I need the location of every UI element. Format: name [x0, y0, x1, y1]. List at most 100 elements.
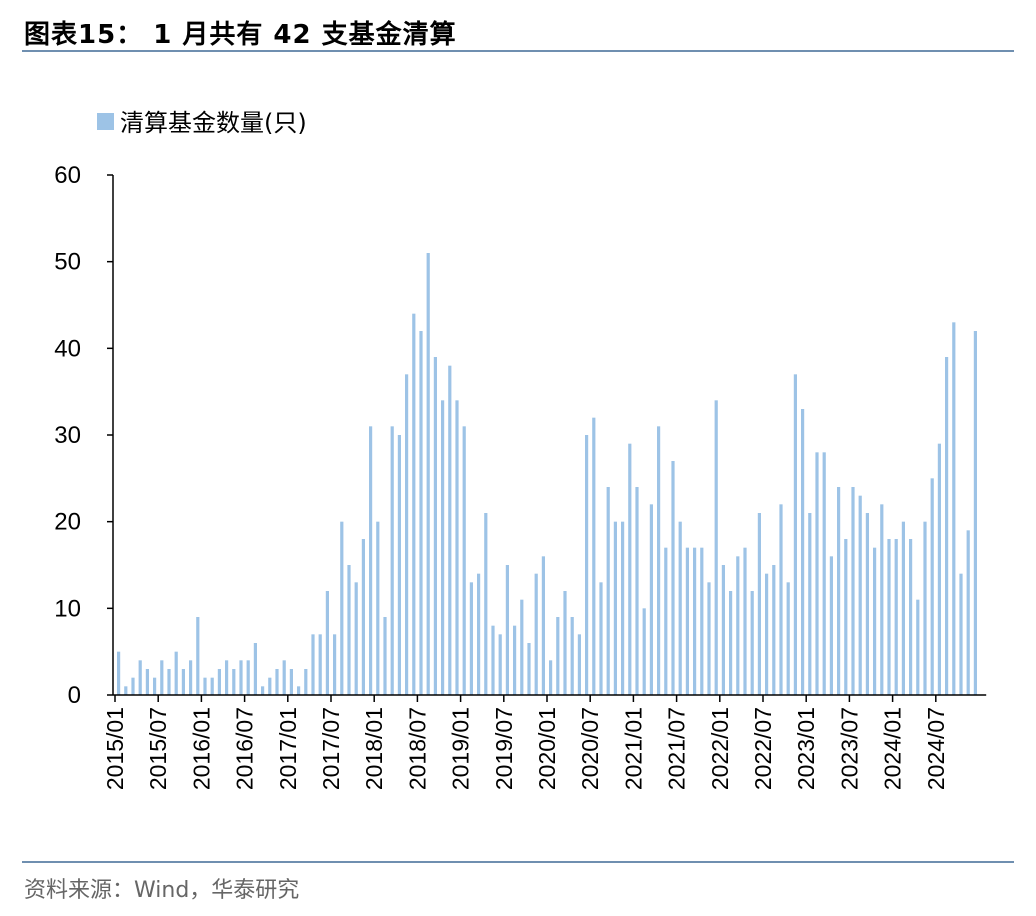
bar-2024/05: [923, 521, 927, 695]
bar-2022/08: [772, 565, 776, 695]
bar-2024/06: [930, 478, 934, 695]
bar-2020/01: [549, 660, 553, 695]
bar-2020/08: [599, 582, 603, 695]
x-tick-label-2019/07: 2019/07: [491, 707, 517, 790]
bar-2019/06: [498, 634, 502, 695]
legend-label: 清算基金数量(只): [120, 109, 307, 137]
bar-2017/11: [361, 539, 365, 695]
bar-2021/10: [700, 547, 704, 695]
bar-2020/04: [570, 617, 574, 695]
bar-2018/08: [426, 253, 430, 695]
x-tick-label-2015/07: 2015/07: [145, 707, 171, 790]
x-tick-label-2021/07: 2021/07: [664, 707, 690, 790]
y-tick-label: 0: [68, 682, 81, 709]
bar-2015/09: [174, 651, 178, 695]
bar-2018/11: [448, 365, 452, 695]
bar-2022/12: [801, 409, 805, 695]
bar-2023/01: [808, 513, 812, 695]
bar-2019/02: [469, 582, 473, 695]
bar-2019/12: [541, 556, 545, 695]
bar-2016/11: [275, 669, 279, 695]
bar-2023/11: [880, 504, 884, 695]
bar-2015/02: [124, 686, 128, 695]
x-tick-label-2017/07: 2017/07: [318, 707, 344, 790]
bar-2018/04: [397, 435, 401, 695]
x-tick-label-2022/07: 2022/07: [750, 707, 776, 790]
x-tick-label-2017/01: 2017/01: [275, 707, 301, 790]
bar-2017/07: [333, 634, 337, 695]
bar-2016/12: [282, 660, 286, 695]
bar-2019/07: [505, 565, 509, 695]
bar-2020/11: [621, 521, 625, 695]
bar-2017/10: [354, 582, 358, 695]
figure-title: 图表15： 1 月共有 42 支基金清算: [24, 20, 457, 50]
bar-2021/03: [649, 504, 653, 695]
bar-2020/10: [613, 521, 617, 695]
bar-2022/03: [736, 556, 740, 695]
bar-2023/12: [887, 539, 891, 695]
bar-2016/09: [261, 686, 265, 695]
bar-2018/01: [376, 521, 380, 695]
bar-2017/06: [325, 591, 329, 695]
legend-swatch: [97, 113, 114, 130]
bar-2020/03: [563, 591, 567, 695]
bar-2022/02: [729, 591, 733, 695]
bar-2019/08: [513, 625, 517, 695]
y-tick-label: 60: [54, 162, 81, 189]
bar-2015/05: [145, 669, 149, 695]
bar-2015/07: [160, 660, 164, 695]
bar-2020/06: [585, 435, 589, 695]
bar-2020/12: [628, 443, 632, 695]
bar-2018/12: [455, 400, 459, 695]
bar-2017/09: [347, 565, 351, 695]
bar-2024/07: [937, 443, 941, 695]
bar-2020/05: [577, 634, 581, 695]
x-tick-label-2024/07: 2024/07: [923, 707, 949, 790]
bar-2017/02: [297, 686, 301, 695]
bar-2019/10: [527, 643, 531, 695]
bar-2016/05: [232, 669, 236, 695]
bar-2018/07: [419, 331, 423, 695]
x-tick-label-2016/07: 2016/07: [232, 707, 258, 790]
bar-2023/09: [865, 513, 869, 695]
bar-2024/09: [952, 322, 956, 695]
bar-2016/06: [239, 660, 243, 695]
bar-2019/03: [477, 573, 481, 695]
bar-2023/06: [844, 539, 848, 695]
bar-2015/01: [117, 651, 121, 695]
bar-2016/08: [253, 643, 257, 695]
chart-legend: 清算基金数量(只): [97, 109, 307, 137]
bar-2021/04: [657, 426, 661, 695]
bar-2024/03: [909, 539, 913, 695]
bar-2017/03: [304, 669, 308, 695]
bar-2024/01: [894, 539, 898, 695]
bar-2015/12: [196, 617, 200, 695]
x-tick-label-2024/01: 2024/01: [880, 707, 906, 790]
bar-2021/01: [635, 487, 639, 695]
bar-2017/12: [369, 426, 373, 695]
bar-2020/02: [556, 617, 560, 695]
bar-2022/06: [757, 513, 761, 695]
bar-2023/05: [837, 487, 841, 695]
bar-2016/03: [217, 669, 221, 695]
y-tick-label: 40: [54, 335, 81, 362]
bar-2016/02: [210, 677, 214, 695]
bar-2023/03: [822, 452, 826, 695]
y-tick-label: 30: [54, 422, 81, 449]
bar-2019/04: [484, 513, 488, 695]
bar-2015/06: [153, 677, 157, 695]
bar-2023/08: [858, 495, 862, 695]
y-tick-label: 20: [54, 509, 81, 536]
bar-2016/10: [268, 677, 272, 695]
bar-2022/11: [793, 374, 797, 695]
bar-2022/01: [721, 565, 725, 695]
x-tick-label-2020/07: 2020/07: [577, 707, 603, 790]
bar-2018/05: [405, 374, 409, 695]
bar-2016/01: [203, 677, 207, 695]
bar-2023/04: [829, 556, 833, 695]
x-tick-label-2018/07: 2018/07: [404, 707, 430, 790]
x-tick-label-2021/01: 2021/01: [620, 707, 646, 790]
bar-2015/03: [131, 677, 135, 695]
bar-2018/03: [390, 426, 394, 695]
bar-series: [117, 253, 977, 695]
